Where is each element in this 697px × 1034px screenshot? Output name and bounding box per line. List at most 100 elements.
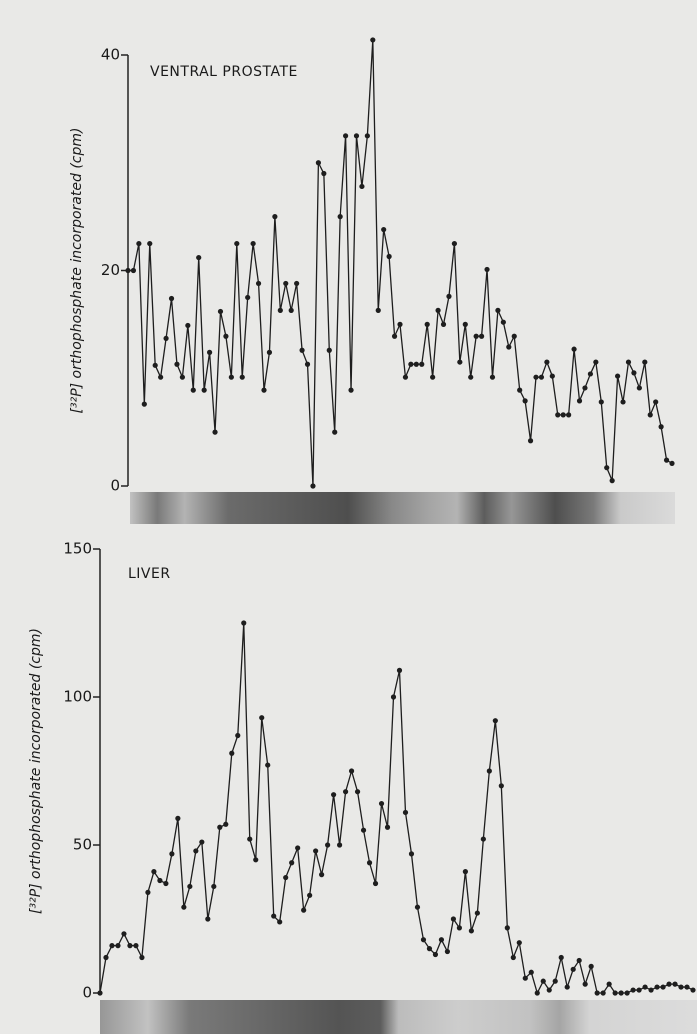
data-point — [498, 783, 504, 789]
data-point — [576, 398, 583, 404]
data-point — [468, 374, 474, 380]
data-point — [158, 374, 164, 380]
data-point — [310, 483, 316, 489]
data-line — [99, 622, 694, 995]
data-point — [462, 321, 468, 327]
data-point — [199, 839, 205, 845]
data-point — [474, 910, 480, 916]
data-point — [408, 361, 414, 367]
data-point — [457, 359, 463, 365]
data-point — [299, 347, 305, 353]
data-point — [533, 374, 539, 380]
data-point — [245, 294, 251, 301]
data-point — [620, 399, 626, 405]
data-point — [426, 946, 433, 952]
data-point — [390, 694, 397, 700]
data-point — [295, 845, 301, 851]
data-point — [600, 990, 606, 996]
data-point — [348, 768, 355, 774]
data-point — [168, 295, 175, 302]
data-point — [121, 931, 127, 937]
data-point — [266, 349, 273, 355]
data-point — [239, 374, 245, 380]
data-point — [576, 957, 582, 964]
data-point — [582, 385, 588, 391]
data-point — [115, 943, 121, 949]
data-point — [342, 789, 349, 795]
data-point — [420, 937, 427, 943]
data-point — [229, 750, 235, 756]
data-point — [152, 362, 158, 368]
data-point — [207, 349, 213, 355]
data-point — [440, 321, 447, 327]
data-point — [372, 880, 379, 887]
data-point — [360, 827, 367, 833]
data-point — [307, 892, 313, 898]
data-point — [313, 848, 319, 854]
data-point — [435, 307, 441, 313]
data-point — [511, 333, 517, 339]
data-point — [332, 429, 338, 435]
data-point — [625, 359, 632, 365]
data-point — [289, 860, 295, 866]
data-point — [294, 280, 300, 287]
data-point — [516, 940, 522, 946]
data-point — [564, 984, 570, 990]
data-point — [228, 374, 234, 380]
gel-strip — [130, 492, 675, 524]
data-point — [571, 346, 577, 352]
data-point — [438, 937, 445, 943]
data-point — [325, 842, 331, 848]
data-point — [489, 374, 496, 380]
data-point — [598, 399, 604, 405]
data-point — [319, 872, 325, 878]
data-point — [484, 266, 490, 273]
data-point — [343, 133, 349, 139]
data-point — [630, 987, 636, 993]
data-point — [364, 133, 370, 139]
data-point — [250, 240, 256, 247]
data-point — [636, 987, 642, 993]
data-point — [527, 438, 534, 444]
data-point — [348, 387, 354, 393]
data-point — [609, 478, 615, 484]
gel-strip — [100, 1000, 697, 1034]
data-point — [612, 990, 618, 996]
data-point — [552, 978, 558, 984]
data-point — [247, 836, 253, 842]
data-point — [181, 904, 187, 910]
data-point — [283, 280, 289, 287]
chart-title: LIVER — [128, 566, 171, 582]
data-point — [163, 880, 169, 887]
data-point — [370, 37, 376, 43]
data-point — [593, 359, 599, 365]
data-point — [653, 399, 659, 405]
data-point — [157, 877, 163, 884]
data-point — [288, 307, 294, 313]
data-point — [468, 928, 474, 934]
data-point — [259, 715, 265, 721]
data-point — [480, 836, 486, 842]
data-point — [486, 768, 492, 774]
data-point — [450, 916, 457, 922]
data-point — [663, 457, 670, 463]
data-point — [255, 280, 262, 287]
data-point — [336, 842, 343, 848]
data-point — [544, 359, 550, 365]
data-point — [261, 387, 267, 393]
data-point — [193, 848, 199, 854]
data-point — [211, 883, 217, 890]
data-point — [127, 943, 133, 949]
data-point — [223, 821, 229, 827]
data-point — [534, 990, 540, 996]
data-point — [451, 240, 457, 247]
data-point — [136, 240, 142, 247]
data-point — [174, 361, 180, 367]
data-point — [130, 267, 137, 274]
y-tick-label: 0 — [82, 984, 92, 1002]
data-point — [212, 429, 218, 435]
data-point — [217, 308, 224, 315]
data-point — [205, 916, 211, 922]
y-tick-label: 40 — [101, 46, 120, 64]
data-point — [672, 981, 678, 987]
